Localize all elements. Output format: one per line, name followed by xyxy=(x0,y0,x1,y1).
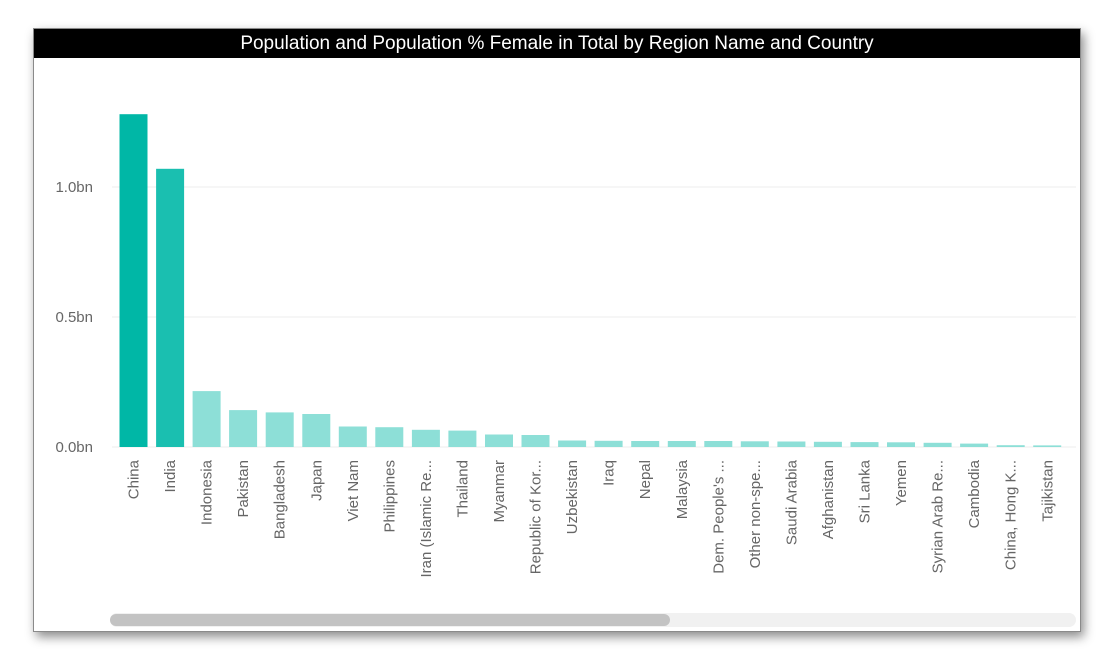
bar-dem-people-s[interactable] xyxy=(704,441,733,447)
x-category-label: China xyxy=(126,459,143,499)
x-category-label: Sri Lanka xyxy=(857,459,874,523)
x-category-label: Philippines xyxy=(381,460,398,533)
bar-cambodia[interactable] xyxy=(960,443,989,447)
x-category-label: Yemen xyxy=(893,460,910,506)
bar-china-hong-k[interactable] xyxy=(996,445,1025,447)
bar-indonesia[interactable] xyxy=(192,391,221,447)
chart-title: Population and Population % Female in To… xyxy=(34,29,1080,58)
bar-china[interactable] xyxy=(119,114,148,447)
x-category-label: China, Hong K... xyxy=(1003,460,1020,570)
bar-bangladesh[interactable] xyxy=(265,412,294,447)
bar-tajikistan[interactable] xyxy=(1033,445,1062,447)
bar-republic-of-kor[interactable] xyxy=(521,435,550,447)
bar-syrian-arab-re[interactable] xyxy=(923,442,952,447)
bar-viet-nam[interactable] xyxy=(338,426,367,448)
bar-myanmar[interactable] xyxy=(485,434,513,448)
bar-pakistan[interactable] xyxy=(229,410,258,447)
x-axis-labels: China India Indonesia Pakistan Bangladesh Jap… xyxy=(126,459,1057,577)
horizontal-scrollbar[interactable] xyxy=(110,613,1076,627)
x-category-label: Syrian Arab Re... xyxy=(930,460,947,573)
x-category-label: Tajikistan xyxy=(1039,460,1056,522)
y-tick-label: 0.0bn xyxy=(55,439,93,456)
bar-afghanistan[interactable] xyxy=(813,441,842,447)
bar-other-non-spe[interactable] xyxy=(740,441,769,447)
bar-iraq[interactable] xyxy=(594,440,623,447)
gridlines xyxy=(112,186,1076,448)
bar-philippines[interactable] xyxy=(375,427,404,447)
x-category-label: Saudi Arabia xyxy=(783,459,800,545)
x-category-label: Cambodia xyxy=(966,459,983,528)
bar-yemen[interactable] xyxy=(887,442,915,447)
x-category-label: Bangladesh xyxy=(272,460,289,539)
y-axis-ticks: 0.0bn 0.5bn 1.0bn xyxy=(55,179,93,456)
x-category-label: Japan xyxy=(308,460,325,501)
x-category-label: Other non-spe... xyxy=(747,460,764,568)
y-tick-label: 0.5bn xyxy=(55,309,93,326)
bar-india[interactable] xyxy=(156,168,185,448)
x-category-label: Iraq xyxy=(601,460,618,486)
bar-japan[interactable] xyxy=(302,414,331,447)
x-category-label: Myanmar xyxy=(491,460,508,523)
x-category-label: Uzbekistan xyxy=(564,460,581,534)
x-category-label: Malaysia xyxy=(674,459,691,519)
bar-nepal[interactable] xyxy=(631,441,660,447)
x-category-label: Indonesia xyxy=(199,459,216,525)
x-category-label: Nepal xyxy=(637,460,654,499)
bar-chart: 0.0bn 0.5bn 1.0bn China India Indonesia Pakis… xyxy=(55,114,1076,578)
bar-iran-islamic-re[interactable] xyxy=(411,429,440,447)
bar-saudi-arabia[interactable] xyxy=(777,441,806,448)
x-category-label: Republic of Kor... xyxy=(528,460,545,574)
x-category-label: Viet Nam xyxy=(345,460,362,521)
y-tick-label: 1.0bn xyxy=(55,179,93,196)
scrollbar-thumb[interactable] xyxy=(110,614,671,626)
x-category-label: Afghanistan xyxy=(820,460,837,539)
x-category-label: Iran (Islamic Re... xyxy=(418,460,435,578)
bars[interactable] xyxy=(119,114,1062,448)
bar-thailand[interactable] xyxy=(448,430,477,447)
bar-sri-lanka[interactable] xyxy=(850,442,879,447)
x-category-label: Dem. People's ... xyxy=(710,460,727,574)
bar-uzbekistan[interactable] xyxy=(558,440,587,448)
x-category-label: India xyxy=(162,459,179,492)
chart-visual: 0.0bn 0.5bn 1.0bn China India Indonesia Pakis… xyxy=(33,28,1081,632)
x-category-label: Thailand xyxy=(454,460,471,518)
bar-malaysia[interactable] xyxy=(667,441,696,447)
x-category-label: Pakistan xyxy=(235,460,252,518)
